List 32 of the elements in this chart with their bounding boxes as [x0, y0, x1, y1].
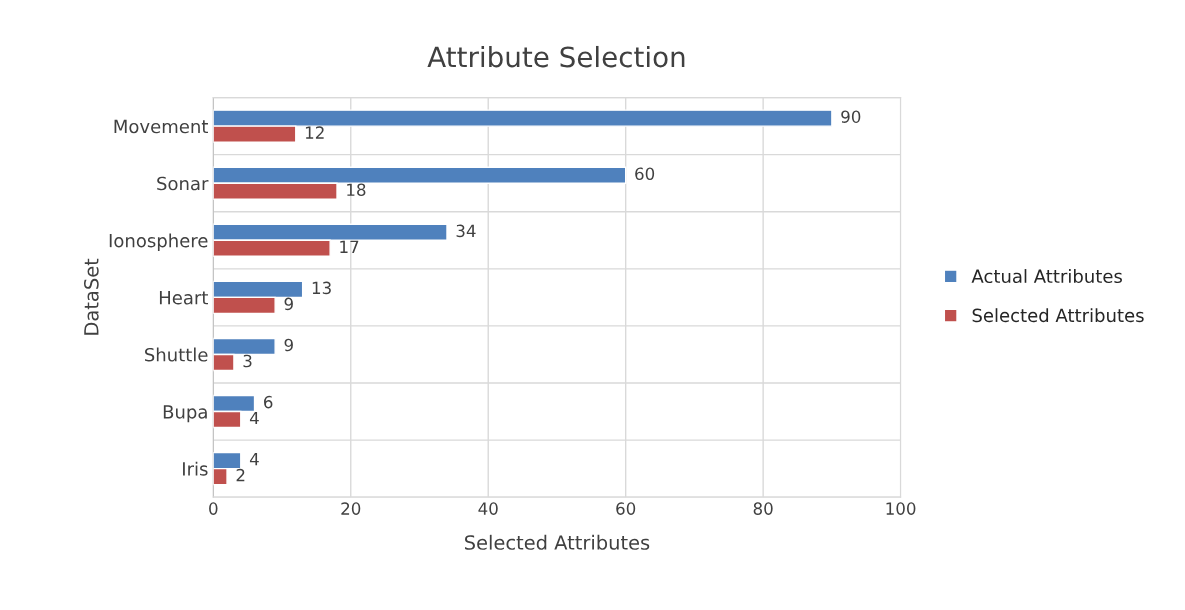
legend-label: Selected Attributes — [972, 308, 1144, 323]
data-label: 17 — [340, 240, 359, 253]
y-tick-label: Ionosphere — [109, 233, 208, 251]
x-tick-label: 100 — [886, 502, 916, 515]
y-tick-label: Bupa — [163, 405, 207, 423]
data-label: 9 — [284, 297, 293, 311]
data-label: 34 — [456, 224, 476, 238]
data-label: 4 — [249, 411, 259, 425]
x-tick-label: 60 — [616, 502, 636, 515]
data-label: 9 — [284, 338, 293, 352]
y-tick-label: Iris — [183, 461, 208, 476]
x-axis-title: Selected Attributes — [465, 534, 650, 550]
x-tick-label: 40 — [478, 502, 498, 515]
y-tick-label: Sonar — [157, 176, 209, 191]
y-tick-label: Heart — [159, 291, 208, 305]
data-label: 13 — [312, 281, 331, 295]
y-tick-label: Movement — [114, 119, 208, 134]
legend-label: Actual Attributes — [971, 269, 1122, 284]
data-label: 12 — [305, 126, 324, 139]
data-label: 3 — [243, 354, 252, 368]
data-label: 60 — [635, 167, 655, 181]
x-tick-label: 0 — [209, 502, 218, 515]
data-label: 90 — [841, 110, 861, 123]
data-label: 4 — [249, 453, 259, 466]
data-label: 18 — [347, 183, 366, 197]
chart-title: Attribute Selection — [427, 45, 685, 68]
data-label: 2 — [236, 468, 245, 482]
x-tick-label: 20 — [341, 502, 361, 515]
x-tick-label: 80 — [753, 502, 773, 515]
y-axis-title: DataSet — [84, 258, 99, 335]
data-label: 6 — [264, 395, 273, 409]
y-tick-label: Shuttle — [145, 347, 208, 362]
